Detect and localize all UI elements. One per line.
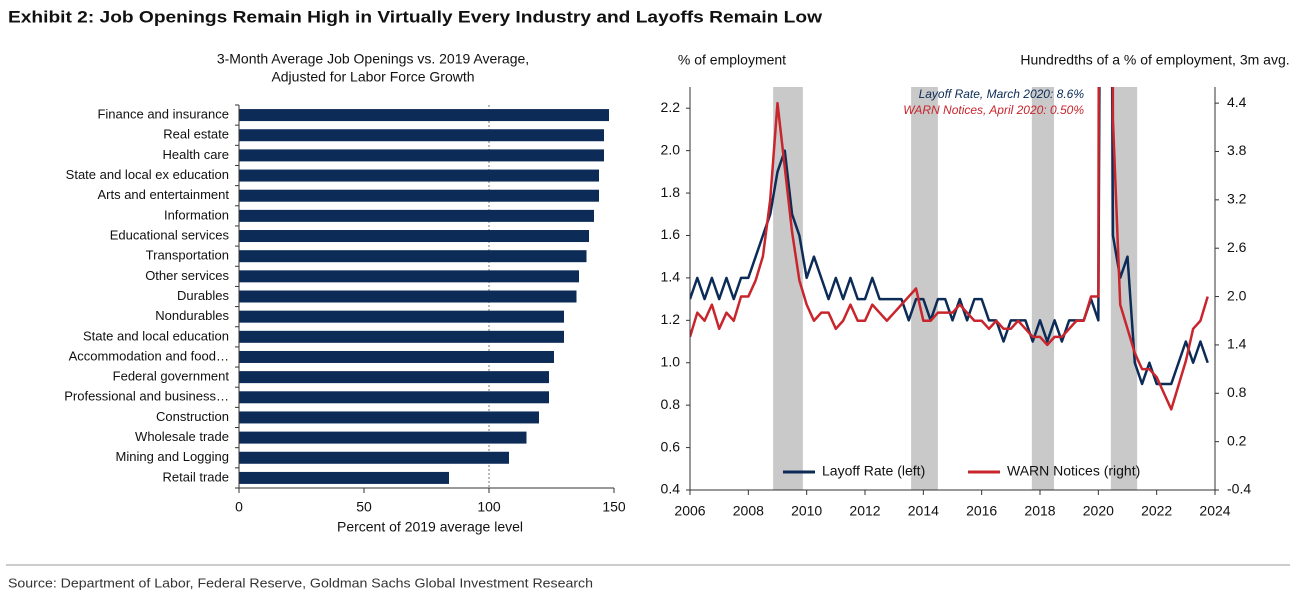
- y2-tick-label: 3.8: [1227, 142, 1247, 158]
- bar: [239, 411, 539, 424]
- bar: [239, 471, 449, 484]
- x-tick-label: 150: [602, 499, 626, 515]
- y2-tick-label: -0.4: [1227, 481, 1251, 497]
- series-line: [690, 87, 1209, 386]
- bar: [239, 391, 549, 404]
- y-tick-label: 1.4: [661, 269, 681, 285]
- x-axis-label: Percent of 2019 average level: [337, 519, 523, 535]
- y2-tick-label: 2.0: [1227, 287, 1247, 303]
- y-tick-label: 1.2: [661, 311, 681, 327]
- bar: [239, 109, 609, 122]
- category-label: State and local education: [83, 328, 229, 343]
- category-label: Information: [164, 207, 229, 222]
- x-tick-label: 2008: [733, 503, 764, 519]
- bar: [239, 209, 594, 222]
- category-label: Real estate: [163, 127, 229, 142]
- x-tick-label: 2016: [966, 503, 997, 519]
- category-label: State and local ex education: [66, 167, 229, 182]
- y-tick-label: 0.6: [661, 438, 681, 454]
- x-tick-label: 2022: [1141, 503, 1172, 519]
- y2-tick-label: 4.4: [1227, 94, 1247, 110]
- bar: [239, 330, 564, 343]
- x-tick-label: 2014: [908, 503, 939, 519]
- bar: [239, 431, 527, 444]
- category-label: Arts and entertainment: [97, 187, 229, 202]
- category-label: Other services: [145, 268, 229, 283]
- plot-area: [690, 87, 1209, 411]
- bar: [239, 310, 564, 323]
- bar: [239, 270, 579, 283]
- bar: [239, 169, 599, 182]
- bar: [239, 350, 554, 363]
- chart-title: Adjusted for Labor Force Growth: [271, 69, 474, 85]
- category-label: Federal government: [113, 369, 230, 384]
- x-tick-label: 0: [235, 499, 243, 515]
- bar: [239, 129, 604, 142]
- y-tick-label: 2.2: [661, 99, 681, 115]
- shaded-span: [773, 87, 803, 490]
- legend-label: Layoff Rate (left): [822, 463, 925, 479]
- category-label: Durables: [177, 288, 230, 303]
- y2-tick-label: 3.2: [1227, 191, 1247, 207]
- y2-tick-label: 0.2: [1227, 432, 1247, 448]
- x-tick-label: 2018: [1024, 503, 1055, 519]
- x-tick-label: 2024: [1199, 503, 1230, 519]
- exhibit-title: Exhibit 2: Job Openings Remain High in V…: [8, 7, 823, 26]
- category-label: Retail trade: [163, 469, 229, 484]
- bar: [239, 451, 509, 464]
- y2-tick-label: 0.8: [1227, 384, 1247, 400]
- x-tick-label: 2006: [674, 503, 705, 519]
- series-line: [690, 87, 1209, 411]
- x-tick-label: 2020: [1083, 503, 1114, 519]
- category-label: Professional and business…: [64, 389, 229, 404]
- y2-tick-label: 2.6: [1227, 239, 1247, 255]
- x-tick-label: 50: [356, 499, 372, 515]
- category-label: Transportation: [146, 248, 229, 263]
- category-label: Mining and Logging: [116, 449, 229, 464]
- shaded-span: [1031, 87, 1054, 490]
- y-tick-label: 0.4: [661, 481, 681, 497]
- category-label: Nondurables: [155, 308, 229, 323]
- bar: [239, 149, 604, 162]
- x-tick-label: 2012: [849, 503, 880, 519]
- category-label: Educational services: [110, 227, 230, 242]
- y-tick-label: 0.8: [661, 396, 681, 412]
- bar: [239, 230, 589, 243]
- bar: [239, 371, 549, 384]
- category-label: Wholesale trade: [135, 429, 229, 444]
- y-tick-label: 1.0: [661, 353, 681, 369]
- x-tick-label: 100: [477, 499, 501, 515]
- source-note: Source: Department of Labor, Federal Res…: [8, 575, 593, 590]
- legend-label: WARN Notices (right): [1007, 463, 1140, 479]
- y-axis-label: % of employment: [678, 52, 786, 68]
- annotation: WARN Notices, April 2020: 0.50%: [903, 103, 1084, 117]
- y-tick-label: 1.8: [661, 184, 681, 200]
- x-tick-label: 2010: [791, 503, 822, 519]
- chart-title: 3-Month Average Job Openings vs. 2019 Av…: [217, 51, 529, 67]
- bar: [239, 290, 577, 303]
- bar: [239, 250, 587, 263]
- y-tick-label: 2.0: [661, 141, 681, 157]
- y2-tick-label: 1.4: [1227, 336, 1247, 352]
- category-label: Health care: [163, 147, 229, 162]
- category-label: Construction: [156, 409, 229, 424]
- bar: [239, 189, 599, 202]
- y-tick-label: 1.6: [661, 226, 681, 242]
- category-label: Accommodation and food…: [69, 348, 229, 363]
- annotation: Layoff Rate, March 2020: 8.6%: [919, 87, 1085, 101]
- category-label: Finance and insurance: [97, 107, 229, 122]
- y2-axis-label: Hundredths of a % of employment, 3m avg.: [1020, 52, 1289, 68]
